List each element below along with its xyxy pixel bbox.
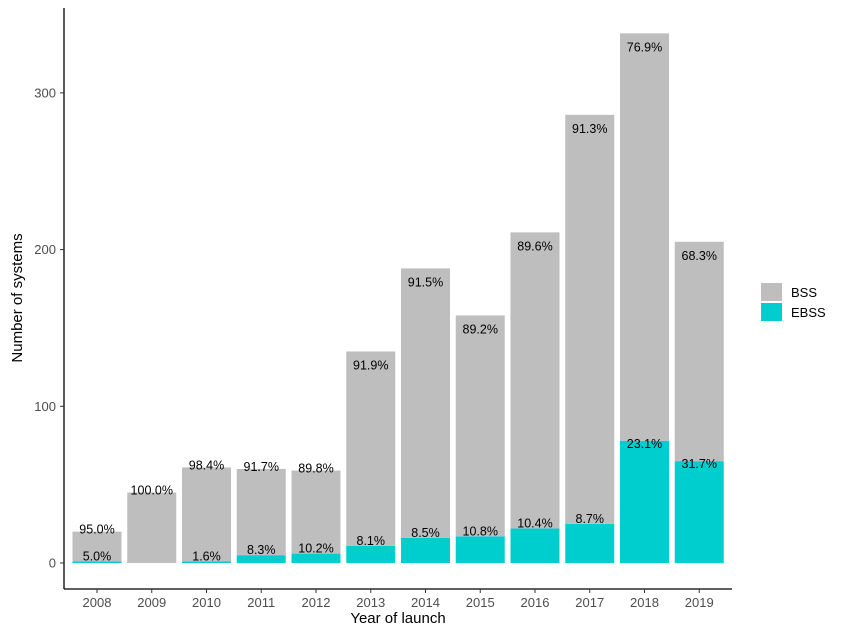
bss-percent-label: 98.4% bbox=[189, 458, 224, 472]
bar-segment-ebss bbox=[291, 553, 341, 563]
x-tick-label: 2009 bbox=[137, 595, 166, 610]
x-tick-label: 2017 bbox=[575, 595, 604, 610]
bars-layer bbox=[72, 33, 724, 563]
ebss-percent-label: 5.0% bbox=[83, 549, 112, 563]
x-tick-label: 2016 bbox=[521, 595, 550, 610]
x-tick-label: 2013 bbox=[356, 595, 385, 610]
x-tick-label: 2014 bbox=[411, 595, 440, 610]
bss-percent-label: 91.9% bbox=[353, 358, 388, 372]
ebss-percent-label: 10.2% bbox=[298, 542, 333, 556]
bar-segment-bss bbox=[401, 268, 450, 538]
x-tick-label: 2015 bbox=[466, 595, 495, 610]
bar-segment-bss bbox=[455, 315, 505, 537]
bar-segment-ebss bbox=[72, 561, 122, 563]
bss-percent-label: 91.7% bbox=[244, 460, 279, 474]
bss-percent-label: 89.8% bbox=[298, 462, 333, 476]
bar-segment-bss bbox=[291, 470, 341, 554]
data-labels-layer: 95.0% 5.0% 100.0% 98.4% 1.6% 91.7% 8.3% 89.8% 10… bbox=[79, 40, 717, 563]
x-tick-label: 2008 bbox=[83, 595, 112, 610]
bss-percent-label: 91.5% bbox=[408, 275, 443, 289]
legend-swatch-ebss bbox=[761, 303, 782, 321]
bss-percent-label: 91.3% bbox=[572, 122, 607, 136]
bss-percent-label: 89.6% bbox=[517, 239, 552, 253]
y-tick-label: 100 bbox=[34, 399, 56, 414]
bar-segment-bss bbox=[127, 492, 177, 563]
bar-segment-ebss bbox=[182, 561, 231, 563]
ebss-percent-label: 23.1% bbox=[627, 437, 662, 451]
bar-segment-ebss bbox=[565, 523, 615, 563]
bar-segment-ebss bbox=[401, 537, 450, 563]
bss-percent-label: 68.3% bbox=[682, 249, 717, 263]
bar-segment-bss bbox=[565, 114, 615, 524]
ebss-percent-label: 10.8% bbox=[463, 524, 498, 538]
legend-swatch-bss bbox=[761, 283, 782, 301]
ebss-percent-label: 8.1% bbox=[357, 534, 386, 548]
bar-segment-bss bbox=[620, 33, 669, 441]
ebss-percent-label: 8.5% bbox=[411, 526, 440, 540]
x-axis-title: Year of launch bbox=[350, 610, 445, 627]
legend-label-ebss: EBSS bbox=[791, 305, 826, 320]
x-tick-label: 2019 bbox=[685, 595, 714, 610]
bar-segment-ebss bbox=[620, 440, 669, 563]
ebss-percent-label: 8.3% bbox=[247, 543, 276, 557]
bar-segment-bss bbox=[236, 468, 286, 556]
bar-segment-ebss bbox=[510, 528, 560, 563]
bar-segment-bss bbox=[510, 232, 560, 529]
bss-percent-label: 89.2% bbox=[463, 322, 498, 336]
bar-segment-bss bbox=[72, 531, 122, 562]
ebss-percent-label: 31.7% bbox=[682, 457, 717, 471]
ebss-percent-label: 8.7% bbox=[576, 512, 605, 526]
axes-layer: 0 100 200 300 2008 2009 2010 2011 2012 2013 2014 20… bbox=[34, 8, 732, 610]
y-tick-label: 200 bbox=[34, 242, 56, 257]
legend: BSS EBSS bbox=[761, 283, 826, 321]
bar-segment-ebss bbox=[674, 461, 724, 563]
y-tick-label: 300 bbox=[34, 85, 56, 100]
x-tick-label: 2011 bbox=[247, 595, 275, 610]
y-axis-title: Number of systems bbox=[9, 233, 26, 362]
bar-segment-ebss bbox=[455, 536, 505, 563]
bar-segment-bss bbox=[182, 467, 231, 562]
ebss-percent-label: 1.6% bbox=[192, 549, 221, 563]
ebss-percent-label: 10.4% bbox=[517, 517, 552, 531]
bar-segment-bss bbox=[346, 351, 396, 546]
legend-label-bss: BSS bbox=[791, 285, 817, 300]
bar-segment-ebss bbox=[236, 555, 286, 563]
x-tick-label: 2012 bbox=[302, 595, 331, 610]
y-tick-label: 0 bbox=[49, 556, 56, 571]
x-tick-label: 2010 bbox=[192, 595, 221, 610]
bar-segment-ebss bbox=[346, 545, 396, 563]
bss-percent-label: 95.0% bbox=[79, 523, 114, 537]
x-tick-label: 2018 bbox=[630, 595, 659, 610]
bss-percent-label: 100.0% bbox=[131, 483, 173, 497]
bss-percent-label: 76.9% bbox=[627, 40, 662, 54]
bar-segment-bss bbox=[674, 241, 724, 462]
